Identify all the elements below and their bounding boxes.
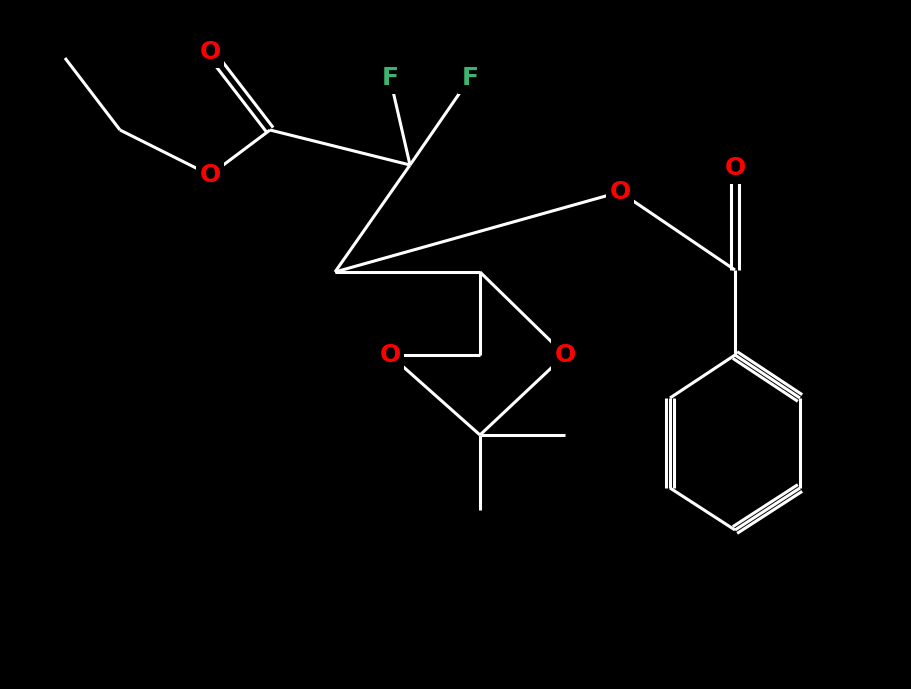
Text: O: O — [609, 180, 630, 204]
Text: F: F — [381, 66, 398, 90]
Text: O: O — [379, 343, 400, 367]
Text: O: O — [200, 40, 220, 64]
Text: O: O — [200, 163, 220, 187]
Text: O: O — [723, 156, 745, 180]
Text: O: O — [554, 343, 575, 367]
Text: F: F — [461, 66, 478, 90]
